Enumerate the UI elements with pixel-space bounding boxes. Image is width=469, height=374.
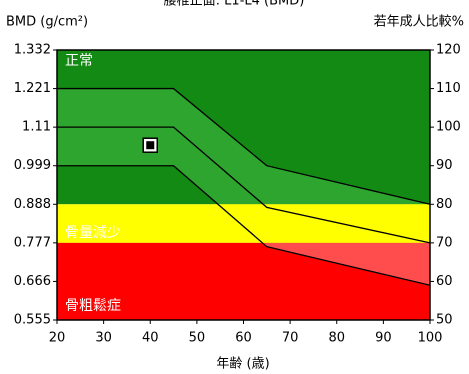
zone-label: 骨量減少 [65,224,121,241]
x-tick-label: 70 [282,331,299,346]
zone-label: 骨粗鬆症 [65,298,121,314]
y-tick-label: 1.332 [14,43,51,58]
y-tick-label: 1.221 [14,81,51,96]
x-axis-label: 年齢 (歳) [216,357,269,372]
y-tick-label: 0.777 [14,235,51,250]
x-tick-label: 20 [49,331,66,346]
x-tick-label: 60 [235,331,252,346]
x-tick-label: 100 [418,331,443,346]
y2-tick-label: 120 [436,43,461,58]
y-tick-label: 1.11 [22,120,51,135]
y2-tick-label: 110 [436,81,461,96]
y-tick-label: 0.666 [14,274,51,289]
y2-tick-label: 90 [436,158,453,173]
x-tick-label: 80 [328,331,345,346]
x-tick-label: 90 [375,331,392,346]
zone-label: 正常 [65,53,93,69]
x-tick-label: 40 [142,331,159,346]
y2-tick-label: 70 [436,235,453,250]
x-tick-label: 50 [189,331,206,346]
x-tick-label: 30 [95,331,112,346]
y-axis-label: BMD (g/cm²) [6,15,88,30]
y2-tick-label: 100 [436,120,461,135]
band [217,204,430,243]
chart-title: 腰椎正面: L1-L4 (BMD) [164,0,305,9]
y-tick-label: 0.555 [14,313,51,328]
patient-point-inner [146,141,155,150]
reference-line [57,165,431,286]
band [262,242,430,286]
y2-tick-label: 50 [436,313,453,328]
y-tick-label: 0.888 [14,197,51,212]
reference-line [57,126,431,244]
y2-axis-label: 若年成人比較% [374,14,464,30]
y2-tick-label: 60 [436,274,453,289]
y2-tick-label: 80 [436,197,453,212]
reference-line [57,87,431,205]
y-tick-label: 0.999 [14,158,51,173]
